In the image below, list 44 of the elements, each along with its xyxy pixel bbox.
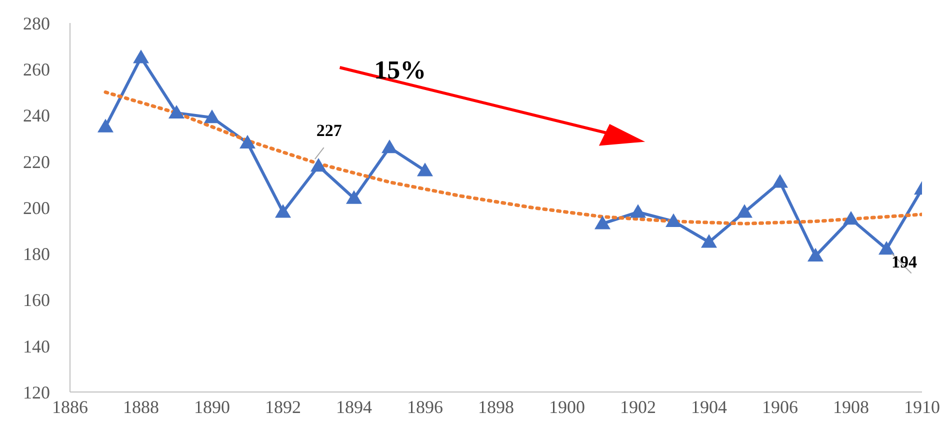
x-tick-label: 1894 [336, 396, 372, 417]
point [701, 234, 717, 248]
point [204, 110, 220, 124]
y-tick-label: 200 [23, 198, 50, 218]
x-tick-label: 1902 [620, 396, 656, 417]
x-tick-label: 1896 [407, 396, 443, 417]
point [275, 204, 291, 218]
x-tick-label: 1886 [52, 396, 88, 417]
point [382, 140, 398, 154]
y-tick-label: 140 [23, 336, 50, 356]
point [417, 162, 433, 176]
point [594, 216, 610, 230]
x-tick-label: 1908 [833, 396, 869, 417]
y-tick-label: 160 [23, 290, 50, 310]
x-tick-label: 1888 [123, 396, 159, 417]
x-tick-label: 1910 [904, 396, 940, 417]
point [98, 118, 114, 132]
point [630, 204, 646, 218]
point [878, 241, 894, 255]
x-tick-label: 1906 [762, 396, 798, 417]
point [168, 104, 184, 119]
x-tick-label: 1900 [549, 396, 585, 417]
y-tick-label: 280 [23, 13, 50, 34]
y-tick-label: 240 [23, 106, 50, 126]
x-tick-label: 1898 [478, 396, 514, 417]
x-tick-label: 1890 [194, 396, 230, 417]
point [310, 158, 326, 172]
y-tick-label: 220 [23, 152, 50, 172]
annotation: 194 [892, 252, 918, 272]
point [843, 211, 859, 225]
y-tick-label: 260 [23, 60, 50, 80]
point [666, 213, 682, 227]
x-tick-label: 1892 [265, 396, 301, 417]
annotation: 227 [316, 121, 342, 140]
point [736, 204, 752, 218]
point [808, 248, 824, 262]
point [346, 190, 362, 204]
point [772, 174, 788, 188]
y-tick-label: 180 [23, 244, 50, 264]
point [133, 50, 149, 64]
annotation: 15% [374, 55, 426, 84]
point [240, 134, 256, 149]
y-tick-label: 120 [23, 382, 50, 402]
x-tick-label: 1904 [691, 396, 727, 417]
